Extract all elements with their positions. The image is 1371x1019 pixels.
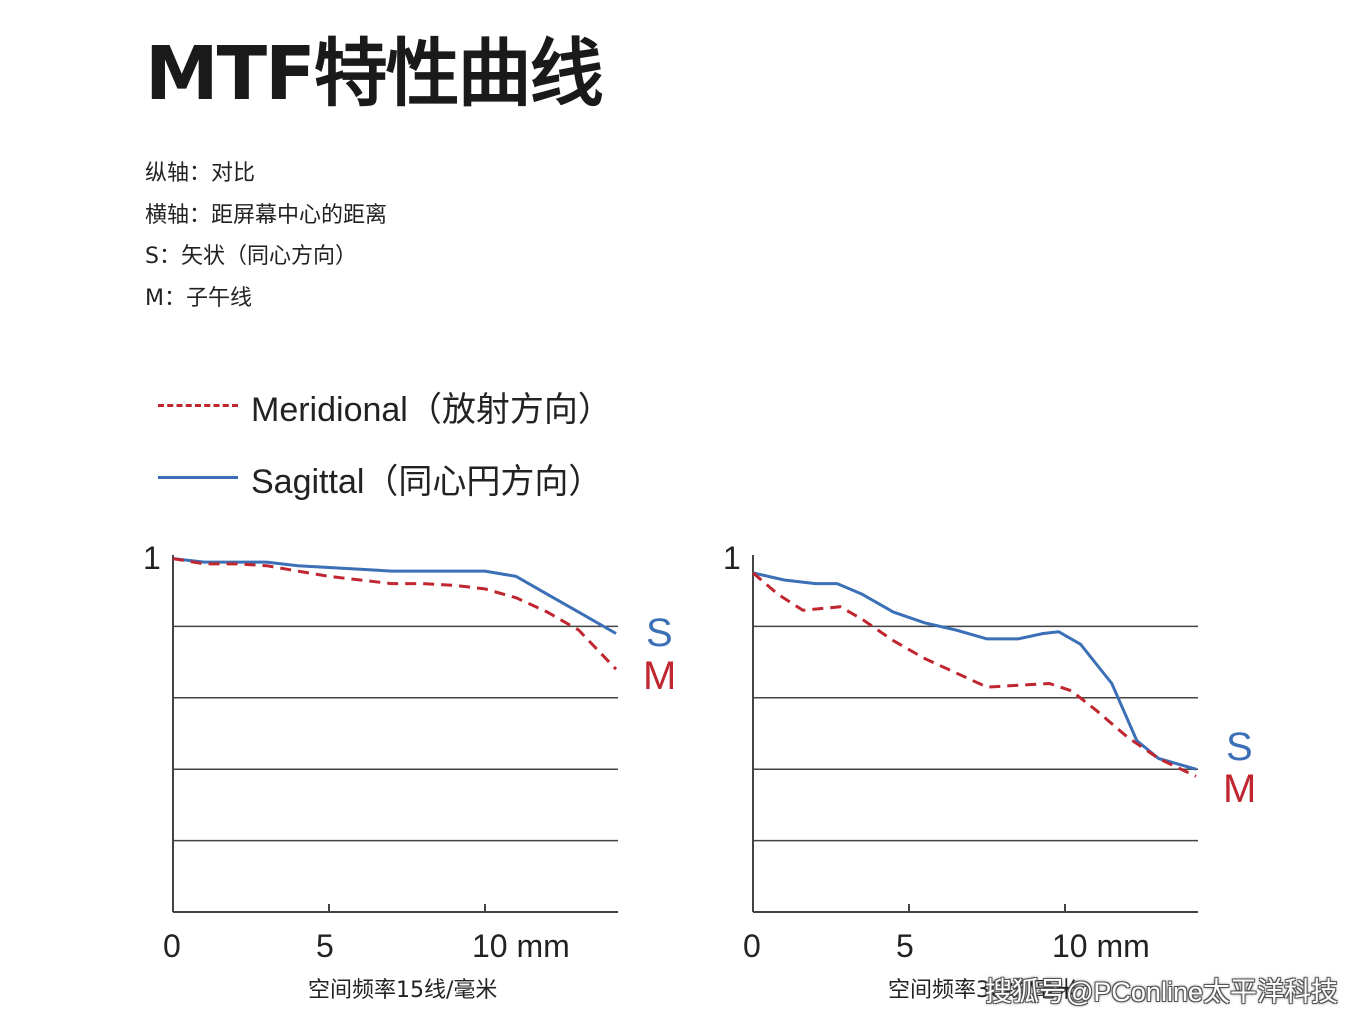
chart-1-x-tick-label-0: 0 — [163, 928, 181, 964]
chart-2-label-m: M — [1223, 767, 1256, 811]
note-sagittal: S：矢状（同心方向） — [145, 244, 357, 269]
watermark: 搜狐号@PConline太平洋科技 — [985, 977, 1338, 1007]
chart-2-xlabel: 空间频率30线/毫米 — [888, 978, 1078, 1003]
chart-2-series-m-line — [752, 571, 1197, 778]
legend-label-meridional: Meridional（放射方向） — [251, 391, 612, 429]
legend-item-meridional: Meridional（放射方向） — [158, 378, 758, 450]
legend-label-sagittal: Sagittal（同心円方向） — [251, 463, 603, 501]
page-title: MTF特性曲线 — [145, 31, 604, 117]
chart-1-series-m-line — [172, 557, 618, 671]
legend-dashed-line-swatch — [158, 404, 238, 407]
chart-legend: Meridional（放射方向） Sagittal（同心円方向） — [158, 378, 758, 522]
chart-2-y-tick-label-1: 1 — [723, 540, 741, 576]
note-horizontal-axis: 横轴：距屏幕中心的距离 — [145, 202, 388, 228]
axis-notes: 纵轴：对比 横轴：距屏幕中心的距离 S：矢状（同心方向） M：子午线 — [145, 153, 387, 319]
chart-2-x-tick-label-0: 0 — [743, 928, 761, 964]
legend-solid-line-swatch — [158, 476, 238, 479]
chart-1-label-m: M — [643, 654, 676, 698]
chart-1-xlabel: 空间频率15线/毫米 — [308, 978, 498, 1003]
chart-1-series-s-line — [172, 557, 617, 635]
chart-2-label-s: S — [1226, 725, 1253, 769]
chart-1-y-tick-label-1: 1 — [143, 540, 161, 576]
chart-1-label-s: S — [646, 611, 673, 655]
chart-2-x-tick-label-10: 10 mm — [1052, 928, 1150, 964]
chart-1-x-tick-label-10: 10 mm — [472, 928, 570, 964]
legend-item-sagittal: Sagittal（同心円方向） — [158, 450, 758, 522]
chart-2-x-tick-label-5: 5 — [896, 928, 914, 964]
note-vertical-axis: 纵轴：对比 — [145, 161, 256, 186]
chart-2-series-s-line — [752, 571, 1197, 771]
chart-1-x-tick-label-5: 5 — [316, 928, 334, 964]
note-meridional: M：子午线 — [145, 285, 252, 311]
